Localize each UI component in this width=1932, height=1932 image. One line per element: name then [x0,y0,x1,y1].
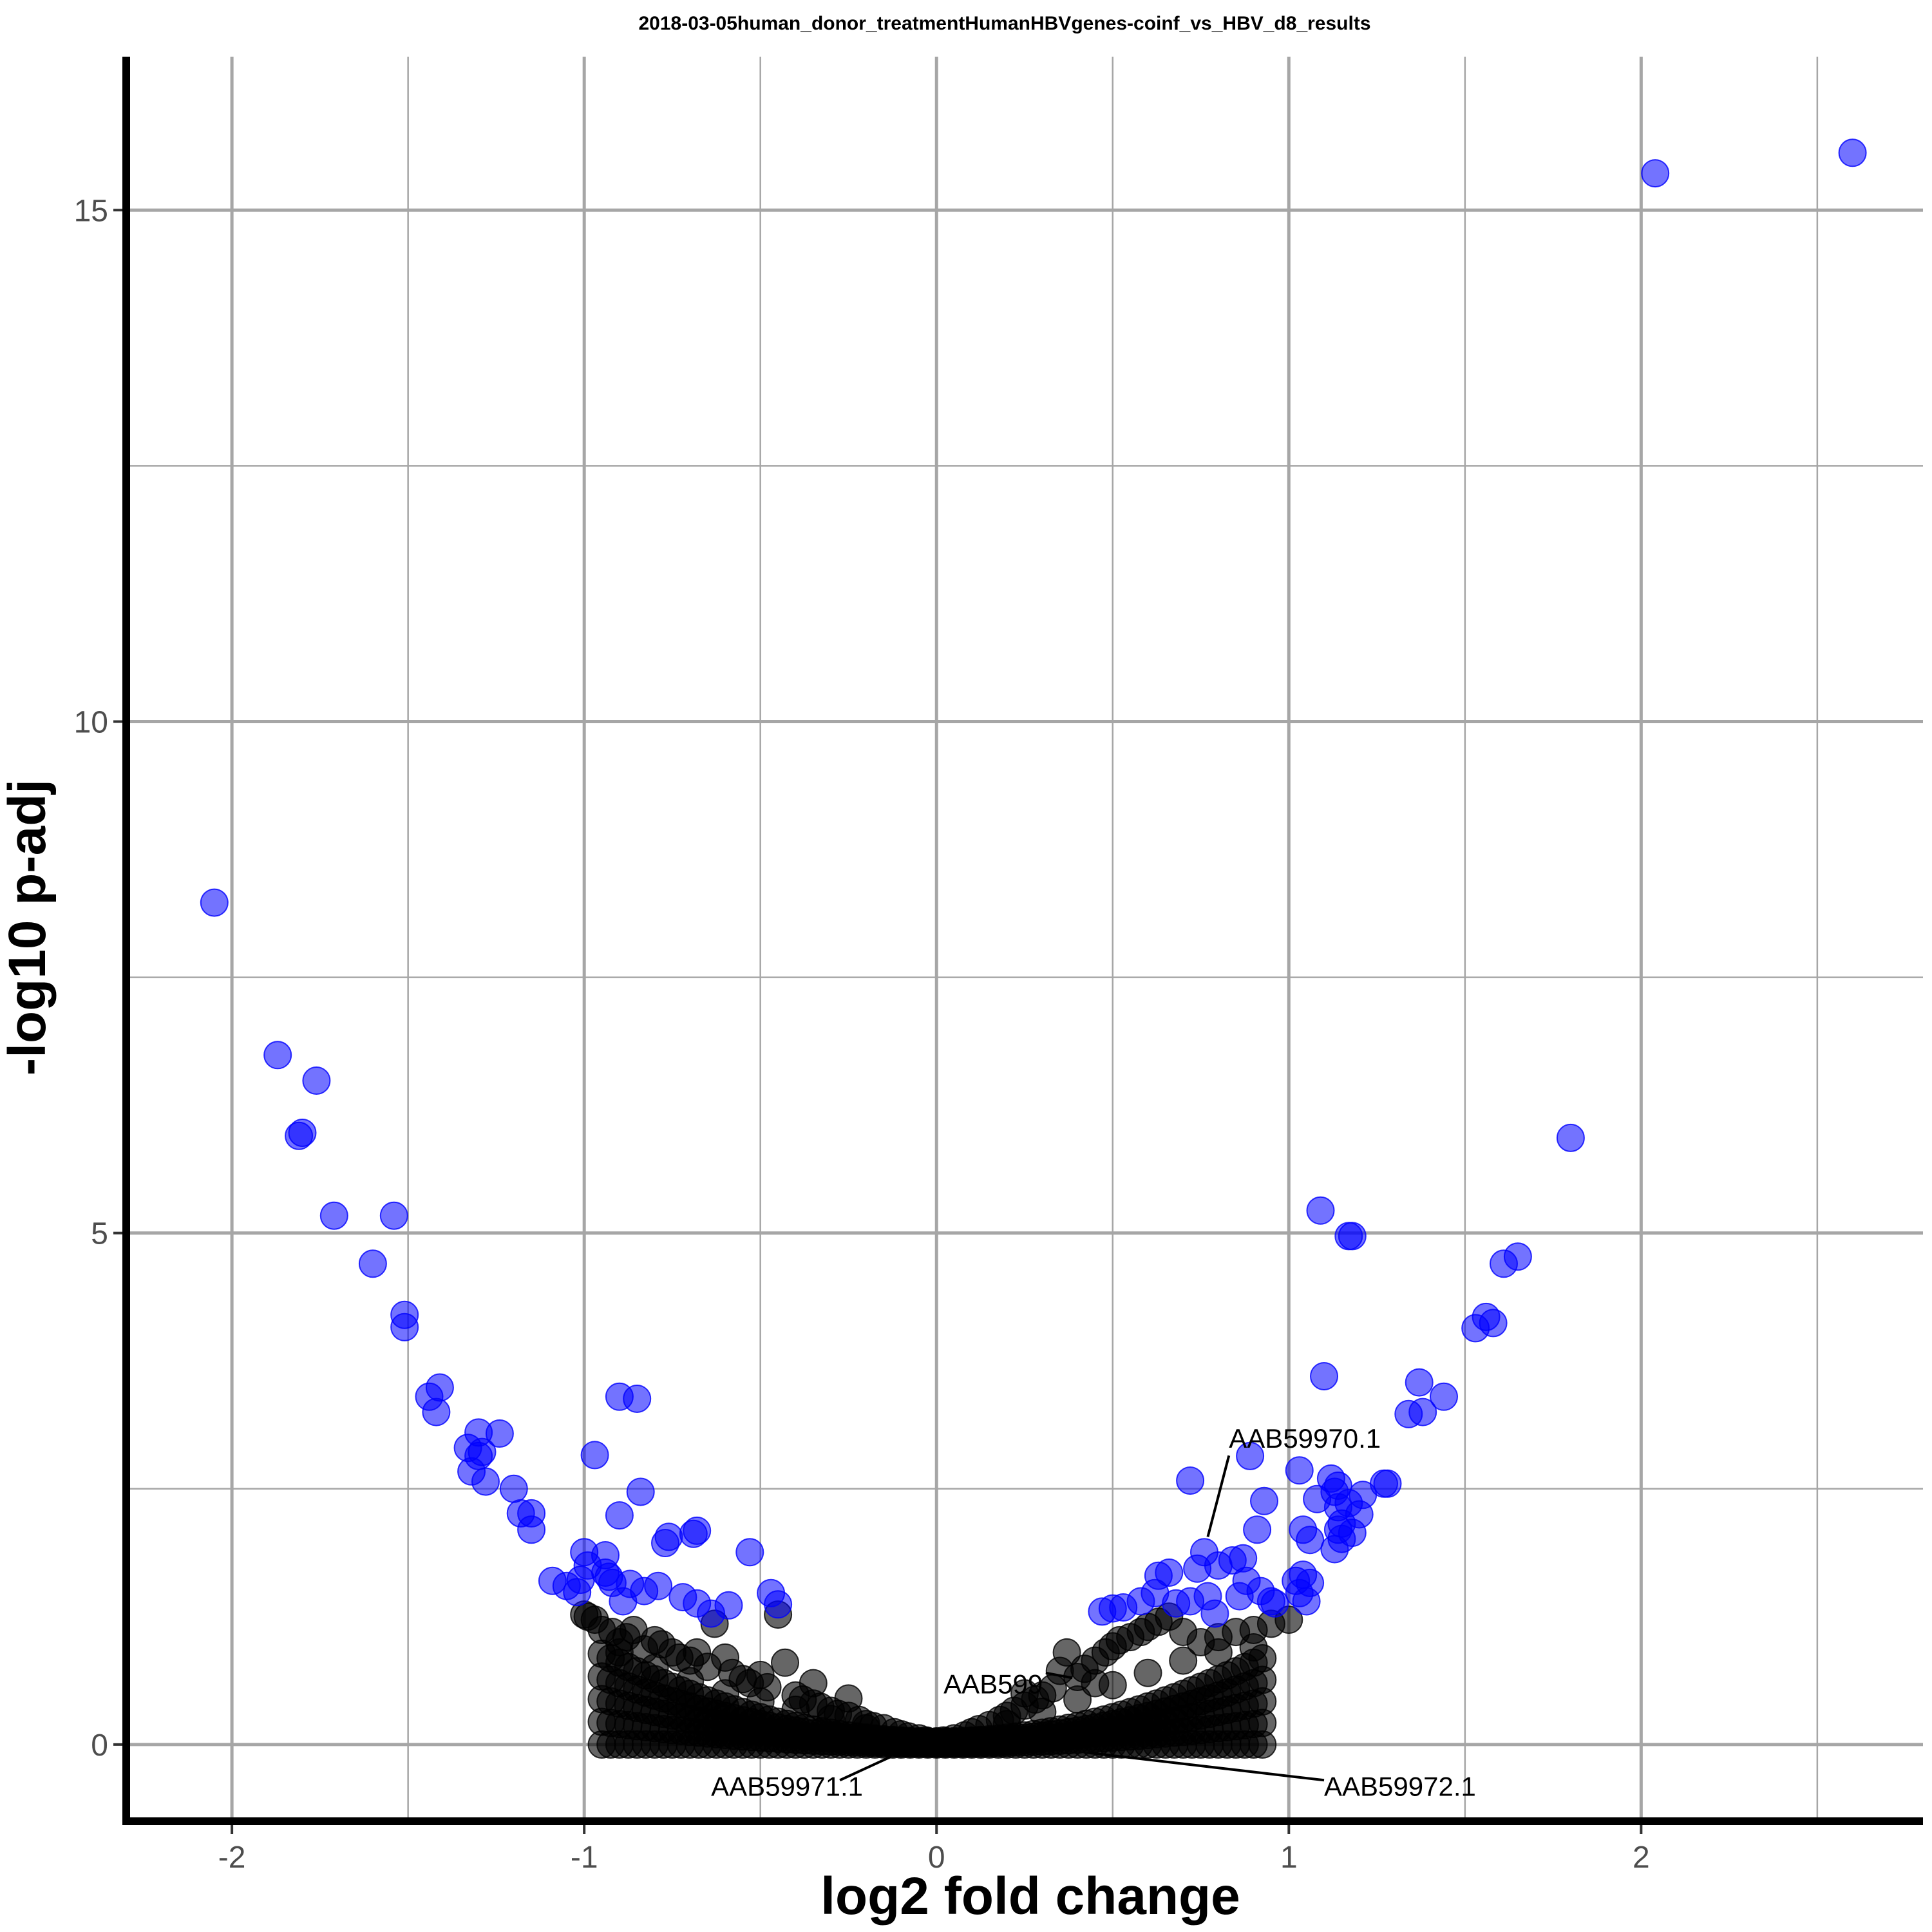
significant-point [1260,1589,1289,1618]
significant-point [1405,1368,1434,1397]
significant-point [1461,1314,1490,1343]
significant-point [1225,1582,1254,1611]
significant-point [1176,1466,1205,1495]
axes: -2 -1 0 1 2 0 5 10 15 [74,57,1923,1875]
significant-point [390,1312,419,1341]
y-tick-label: 15 [74,194,108,228]
significant-point [1292,1587,1321,1616]
x-tick-label: 1 [1280,1841,1298,1875]
non-significant-point [834,1684,863,1713]
non-significant-point [1010,1679,1039,1708]
significant-point [714,1591,743,1620]
significant-point [485,1419,514,1448]
significant-point [1338,1222,1367,1251]
significant-point [1155,1558,1184,1587]
significant-point [644,1571,673,1600]
significant-point [285,1121,314,1150]
significant-point [1310,1362,1338,1390]
significant-point [1243,1515,1272,1544]
significant-point [651,1529,679,1557]
significant-point [1370,1469,1398,1498]
grid [126,57,1923,1821]
non-significant-point [1248,1644,1277,1672]
gene-label: AAB59970.1 [1229,1423,1381,1454]
non-significant-point [1052,1638,1081,1667]
significant-point [422,1397,451,1426]
significant-point [626,1477,655,1506]
significant-point [623,1385,652,1413]
significant-point [605,1501,634,1530]
data-points [200,138,1867,1759]
annotation-leader-line [839,1756,891,1782]
significant-point [263,1041,292,1070]
significant-point [302,1066,331,1095]
annotation-leader-line [1088,1751,1325,1782]
significant-point [471,1467,500,1496]
significant-point [1641,159,1670,188]
significant-point [563,1578,592,1607]
significant-point [1088,1597,1117,1626]
significant-point [358,1249,387,1278]
significant-point [1306,1196,1335,1225]
annotation-leader-line [1045,1671,1073,1680]
non-significant-point [1081,1669,1110,1698]
significant-point [1394,1399,1423,1428]
significant-point [319,1201,348,1230]
significant-point [1490,1249,1518,1278]
x-tick-label: -1 [571,1841,598,1875]
x-tick-label: 2 [1633,1841,1650,1875]
chart-title: 2018-03-05human_donor_treatmentHumanHBVg… [638,13,1370,34]
y-tick-label: 5 [91,1217,108,1251]
gene-label: AAB59971.1 [711,1771,863,1801]
significant-point [1236,1441,1265,1470]
significant-point [1838,138,1867,167]
annotation-leader-line [1206,1455,1231,1537]
y-axis-title: -log10 p-adj [0,779,57,1075]
significant-point [1556,1123,1585,1152]
significant-point [200,888,229,917]
significant-point [379,1201,408,1230]
significant-point [1285,1456,1314,1485]
gene-annotations: AAB59970.1 AAB599 AAB59971.1 AAB59972.1 [711,1423,1476,1801]
non-significant-point [1133,1658,1162,1687]
significant-point [1296,1526,1325,1555]
significant-point [1430,1382,1458,1411]
significant-point [735,1538,764,1567]
x-axis-title: log2 fold change [820,1867,1240,1926]
significant-point [517,1515,546,1544]
significant-point [1200,1599,1229,1628]
gene-label: AAB59972.1 [1324,1771,1476,1801]
y-tick-label: 0 [91,1728,108,1763]
x-tick-label: -2 [218,1841,246,1875]
x-tick-label: 0 [928,1841,945,1875]
non-significant-point [771,1648,799,1677]
y-tick-label: 10 [74,705,108,739]
significant-point [1250,1486,1278,1515]
non-significant-point [799,1669,828,1698]
non-significant-point [1169,1646,1198,1675]
significant-point [1162,1589,1191,1618]
significant-point [1183,1554,1212,1583]
gene-label: AAB599 [943,1669,1043,1699]
significant-point [580,1441,609,1470]
significant-point [1320,1535,1349,1564]
significant-point [499,1474,528,1503]
significant-point [683,1516,712,1545]
significant-point [764,1590,793,1619]
